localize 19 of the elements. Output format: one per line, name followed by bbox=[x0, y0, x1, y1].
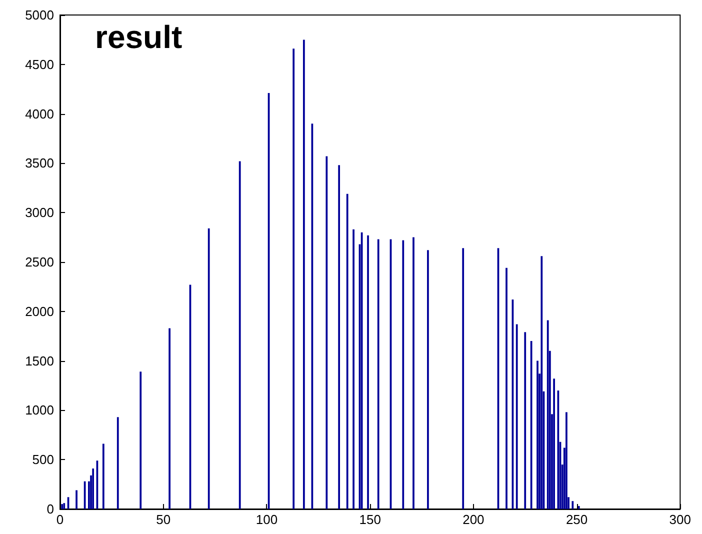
y-tick-label: 5000 bbox=[25, 8, 54, 22]
y-tick-label: 3000 bbox=[25, 205, 54, 220]
chart-title: result bbox=[95, 19, 182, 55]
x-tick-label: 100 bbox=[256, 512, 278, 527]
x-tick-label: 50 bbox=[156, 512, 171, 527]
y-tick-label: 4500 bbox=[25, 56, 54, 72]
y-tick-label: 4000 bbox=[25, 106, 54, 122]
x-tick-label: 300 bbox=[669, 512, 692, 527]
x-tick-label: 200 bbox=[462, 512, 484, 527]
x-tick-label: 0 bbox=[56, 512, 64, 527]
y-tick-label: 500 bbox=[32, 452, 54, 468]
y-tick-label: 2500 bbox=[25, 254, 54, 270]
y-tick-label: 0 bbox=[46, 502, 54, 516]
y-tick-label: 2000 bbox=[25, 304, 54, 319]
y-tick-label: 1000 bbox=[25, 402, 54, 418]
y-tick-label: 1500 bbox=[25, 353, 54, 368]
x-tick-label: 250 bbox=[566, 512, 588, 527]
x-tick-label: 150 bbox=[359, 512, 381, 527]
y-tick-label: 3500 bbox=[25, 156, 54, 171]
